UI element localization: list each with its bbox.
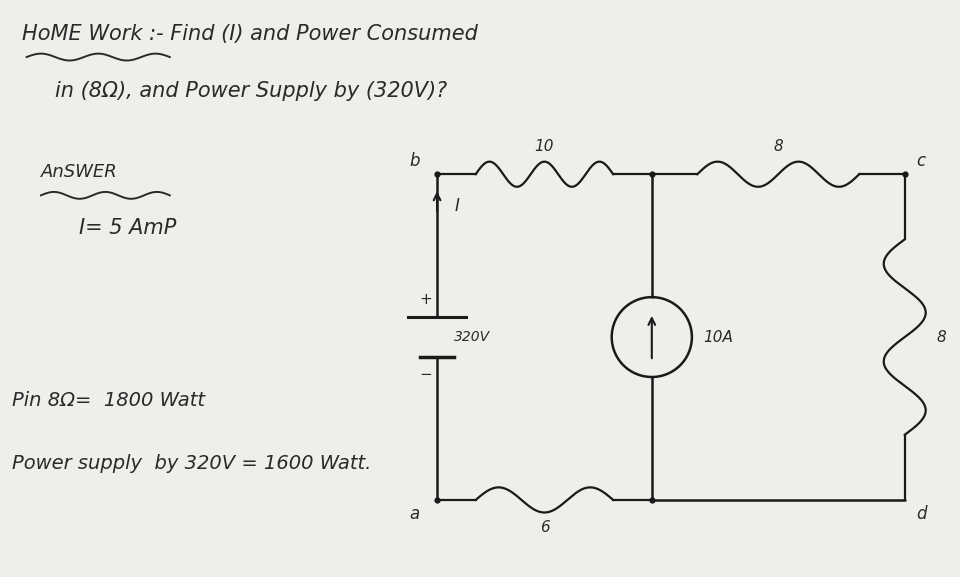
Text: Pin 8Ω=  1800 Watt: Pin 8Ω= 1800 Watt [12, 391, 205, 410]
Text: b: b [409, 152, 420, 170]
Text: a: a [410, 504, 420, 523]
Text: 10A: 10A [704, 329, 733, 344]
Text: d: d [916, 504, 926, 523]
Text: 6: 6 [540, 520, 549, 535]
Text: c: c [916, 152, 925, 170]
Text: in (8Ω), and Power Supply by (320V)?: in (8Ω), and Power Supply by (320V)? [56, 81, 447, 101]
Text: AnSWER: AnSWER [41, 163, 118, 181]
Text: +: + [420, 293, 432, 308]
Text: 8: 8 [774, 139, 783, 154]
Text: 8: 8 [936, 329, 946, 344]
Text: 10: 10 [535, 139, 554, 154]
Text: I= 5 AmP: I= 5 AmP [79, 218, 177, 238]
Text: 320V: 320V [454, 330, 491, 344]
Text: −: − [420, 367, 432, 382]
Text: I: I [454, 197, 459, 215]
Text: HoME Work :- Find (I) and Power Consumed: HoME Work :- Find (I) and Power Consumed [22, 24, 478, 44]
Text: Power supply  by 320V = 1600 Watt.: Power supply by 320V = 1600 Watt. [12, 454, 372, 473]
